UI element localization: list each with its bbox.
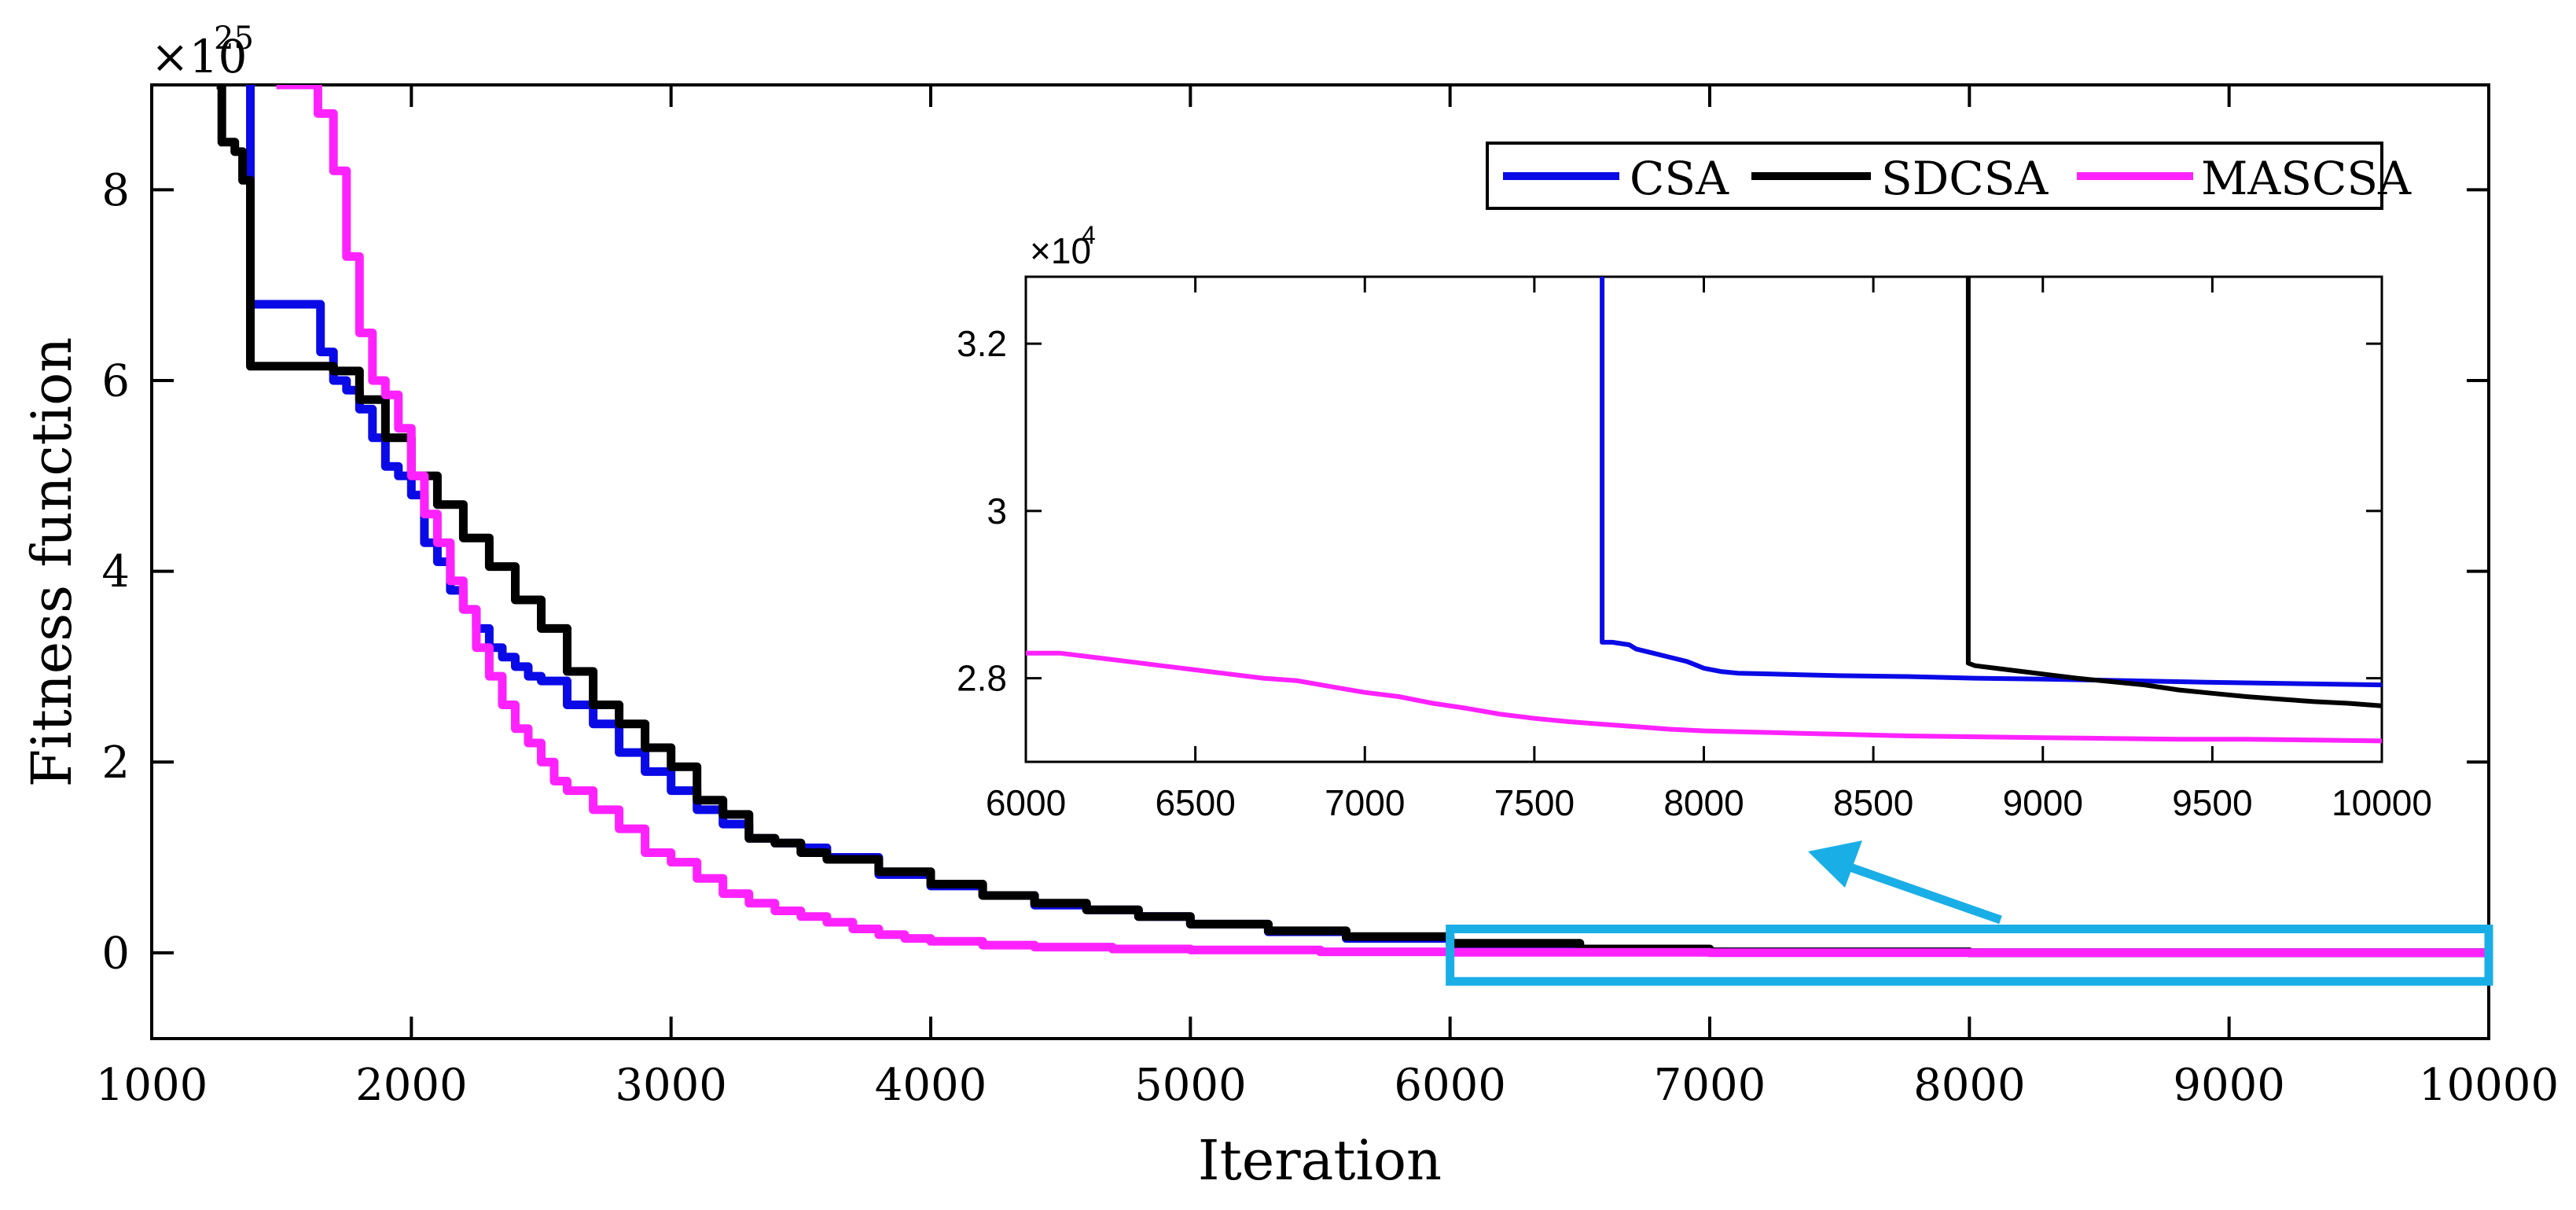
main-ytick-label: 0 bbox=[101, 928, 130, 979]
inset-xtick-label: 7000 bbox=[1325, 782, 1405, 823]
main-ytick-label: 4 bbox=[101, 546, 130, 598]
main-xtick-label: 2000 bbox=[355, 1060, 468, 1111]
legend: CSA SDCSA MASCSA bbox=[1486, 142, 2412, 210]
inset-series-group bbox=[1026, 277, 2382, 744]
inset-xtick-label: 8000 bbox=[1663, 782, 1744, 823]
main-xtick-label: 9000 bbox=[2173, 1060, 2285, 1111]
inset-xtick-label: 6000 bbox=[986, 782, 1066, 823]
main-xtick-label: 8000 bbox=[1913, 1060, 2026, 1111]
main-xtick-label: 7000 bbox=[1654, 1060, 1766, 1111]
inset-xtick-label: 9000 bbox=[2003, 782, 2083, 823]
main-series-mascsa bbox=[276, 85, 2489, 958]
inset-exponent-base: ×10 bbox=[1030, 230, 1091, 271]
inset-ytick-label: 3.2 bbox=[957, 323, 1007, 364]
inset-ticks: 6000 6500 7000 7500 8000 8500 9000 9500 10000 2.8… bbox=[957, 277, 2432, 823]
inset-xtick-label: 10000 bbox=[2332, 782, 2432, 823]
inset-series-csa bbox=[1600, 277, 2382, 688]
zoom-arrow bbox=[1808, 840, 2002, 925]
legend-label-csa: CSA bbox=[1630, 152, 1729, 205]
main-x-axis-label: Iteration bbox=[1198, 1128, 1442, 1193]
main-ytick-label: 6 bbox=[101, 356, 130, 407]
main-xtick-label: 5000 bbox=[1134, 1060, 1247, 1111]
main-xtick-label: 6000 bbox=[1394, 1060, 1506, 1111]
inset-ytick-label: 2.8 bbox=[957, 658, 1007, 699]
inset-xtick-label: 8500 bbox=[1833, 782, 1913, 823]
main-xtick-label: 3000 bbox=[615, 1060, 727, 1111]
inset-series-sdcsa bbox=[1965, 277, 2382, 708]
inset-exponent-power: 4 bbox=[1082, 221, 1096, 249]
inset-series-mascsa bbox=[1026, 650, 2382, 744]
main-series-sdcsa bbox=[216, 85, 2489, 958]
main-xtick-label: 1000 bbox=[96, 1060, 208, 1111]
inset-xtick-label: 6500 bbox=[1155, 782, 1235, 823]
legend-label-mascsa: MASCSA bbox=[2201, 152, 2412, 205]
zoom-arrow-head bbox=[1808, 840, 1862, 888]
legend-label-sdcsa: SDCSA bbox=[1881, 152, 2049, 205]
main-ytick-label: 8 bbox=[101, 165, 130, 216]
main-y-axis-label: Fitness function bbox=[20, 337, 84, 788]
main-exponent-base: ×10 bbox=[151, 30, 247, 83]
main-ticks: 1000 2000 3000 4000 5000 6000 7000 8000 9000 1000… bbox=[96, 85, 2559, 1111]
zoom-highlight-box bbox=[1446, 925, 2493, 986]
main-exponent-power: 25 bbox=[214, 20, 254, 57]
main-ytick-label: 2 bbox=[101, 737, 130, 789]
inset-chart: 6000 6500 7000 7500 8000 8500 9000 9500 10000 2.8… bbox=[957, 221, 2432, 823]
main-xtick-label: 4000 bbox=[875, 1060, 987, 1111]
inset-xtick-label: 9500 bbox=[2172, 782, 2252, 823]
main-xtick-label: 10000 bbox=[2419, 1060, 2559, 1111]
main-series-group bbox=[216, 85, 2489, 958]
legend-box bbox=[1486, 142, 2383, 210]
inset-ytick-label: 3 bbox=[987, 491, 1007, 531]
zoom-arrow-shaft bbox=[1842, 860, 2002, 925]
inset-xtick-label: 7500 bbox=[1494, 782, 1575, 823]
